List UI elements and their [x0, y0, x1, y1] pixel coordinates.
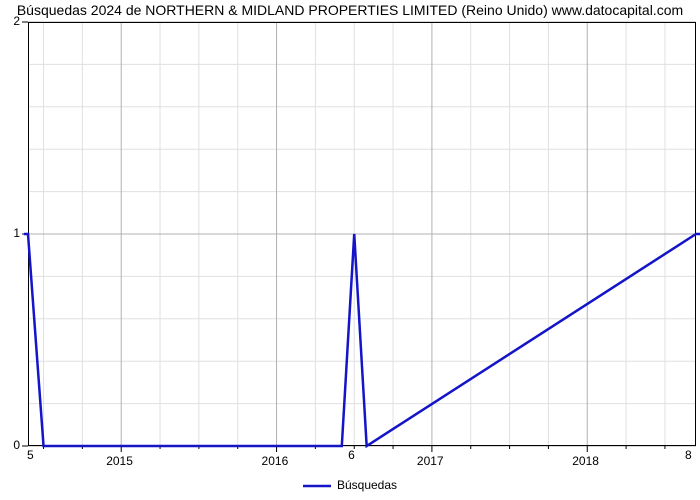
x-tick-2: 2017	[417, 454, 444, 468]
legend-label: Búsquedas	[337, 478, 397, 492]
x-tick-3: 2018	[572, 454, 599, 468]
chart-title: Búsquedas 2024 de NORTHERN & MIDLAND PRO…	[0, 2, 700, 18]
y-tick-0: 0	[13, 438, 20, 452]
plot-area	[28, 22, 696, 446]
extra-label-0: 5	[27, 448, 34, 462]
x-tick-0: 2015	[106, 454, 133, 468]
y-tick-1: 1	[13, 226, 20, 240]
extra-label-2: 8	[685, 448, 692, 462]
y-tick-2: 2	[13, 14, 20, 28]
legend-swatch	[303, 481, 331, 491]
x-tick-1: 2016	[262, 454, 289, 468]
chart-container: Búsquedas 2024 de NORTHERN & MIDLAND PRO…	[0, 0, 700, 500]
legend: Búsquedas	[0, 478, 700, 492]
extra-label-1: 6	[348, 448, 355, 462]
